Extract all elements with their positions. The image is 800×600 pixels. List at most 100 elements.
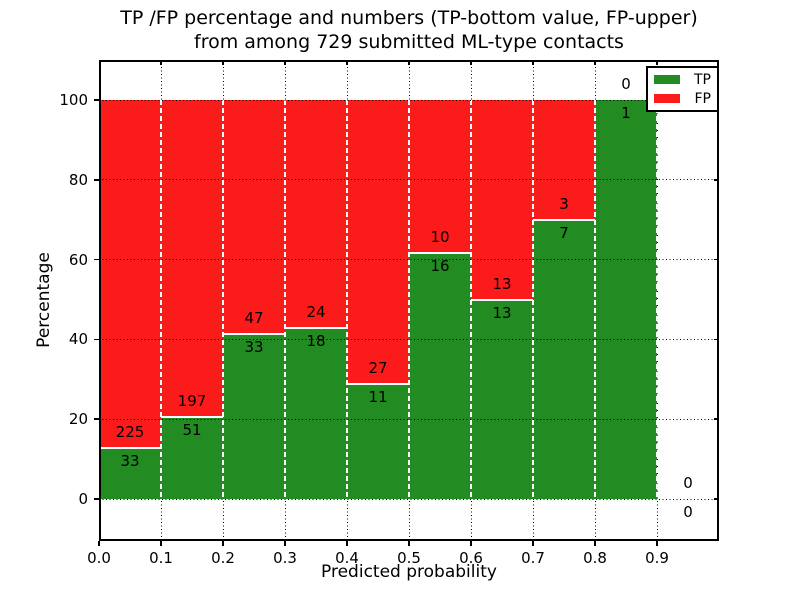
y-tick-mark	[94, 338, 99, 341]
x-tick-mark	[656, 541, 658, 546]
y-tick-mark	[94, 179, 99, 181]
fp-bar-segment	[223, 100, 285, 335]
tp-count-label: 18	[306, 332, 326, 350]
fp-count-label: 0	[683, 474, 693, 492]
tp-bar-segment	[223, 334, 285, 499]
x-axis-label: Predicted probability	[321, 562, 497, 582]
y-tick-mark	[94, 99, 99, 101]
bar-edge-line	[285, 327, 347, 329]
plot-area: 225 33 197 51 47 33 24 18 27 11 10 16 13 13 3 7 0 1 0 0 0.0 0…	[59, 60, 719, 567]
bar-separator	[470, 100, 472, 499]
y-tick-label: 0	[78, 490, 88, 508]
x-tick-label: 0.3	[273, 549, 297, 567]
x-tick-mark-top	[160, 60, 162, 65]
fp-bar-segment	[99, 100, 161, 448]
fp-count-label: 197	[177, 391, 207, 410]
fp-bar-segment	[347, 100, 409, 384]
bar-separator	[594, 100, 596, 499]
y-tick-label: 80	[68, 170, 88, 189]
bar-separator	[160, 100, 162, 499]
bar-separator	[222, 100, 224, 499]
horizontal-gridline	[99, 338, 719, 340]
legend-label-fp: FP	[694, 90, 712, 107]
x-tick-mark	[532, 541, 534, 546]
tp-bar-segment	[533, 219, 595, 499]
tp-bar-segment	[471, 299, 533, 499]
x-tick-label: 0.9	[645, 549, 669, 567]
bar-edge-line	[161, 415, 223, 418]
x-tick-label: 0.6	[459, 549, 483, 567]
y-tick-mark	[94, 498, 99, 500]
x-tick-mark	[408, 541, 410, 546]
tp-count-label: 13	[492, 303, 512, 322]
bar-edge-line	[533, 218, 595, 221]
tp-bar-segment	[595, 100, 657, 499]
x-tick-mark	[222, 541, 224, 546]
y-tick-label: 100	[59, 91, 88, 109]
x-tick-mark	[160, 541, 162, 546]
fp-bar-segment	[161, 100, 223, 417]
y-tick-mark-right	[714, 338, 719, 341]
horizontal-gridline	[99, 179, 719, 181]
x-tick-label: 0.1	[149, 549, 173, 567]
tp-count-label: 11	[368, 387, 388, 406]
bar-edge-line	[347, 382, 409, 385]
y-tick-mark-right	[714, 498, 719, 500]
x-tick-mark-top	[222, 60, 224, 65]
x-tick-mark-top	[284, 60, 286, 65]
horizontal-gridline	[99, 99, 719, 101]
fp-count-label: 24	[306, 303, 326, 321]
x-tick-mark	[284, 541, 286, 546]
tp-bar-segment	[347, 383, 409, 499]
tp-count-label: 1	[621, 104, 631, 122]
horizontal-gridline	[99, 498, 719, 500]
x-tick-label: 0.0	[87, 549, 111, 567]
bar-edge-line	[471, 298, 533, 301]
tp-bar-segment	[285, 328, 347, 499]
legend-item-tp: TP	[654, 73, 711, 87]
x-tick-label: 0.5	[397, 549, 421, 567]
y-tick-label: 60	[68, 250, 88, 269]
y-tick-label: 20	[68, 410, 88, 429]
horizontal-gridline	[99, 418, 719, 420]
y-tick-mark-right	[714, 418, 719, 420]
tp-count-label: 7	[559, 223, 569, 242]
fp-count-label: 3	[559, 194, 569, 213]
fp-bar-segment	[285, 100, 347, 328]
bar-separator	[346, 100, 348, 499]
y-tick-mark	[94, 418, 99, 420]
tp-bar-segment	[99, 447, 161, 499]
tp-count-label: 16	[430, 257, 450, 276]
bar-separator	[284, 100, 286, 499]
fp-bar-segment	[471, 100, 533, 300]
fp-color-swatch	[654, 94, 680, 103]
bar-separator	[532, 100, 534, 499]
fp-count-label: 13	[492, 274, 512, 293]
fp-bar-segment	[409, 100, 471, 254]
fp-bar-segment	[533, 100, 595, 220]
fp-count-label: 47	[244, 309, 264, 328]
y-tick-mark-right	[714, 179, 719, 181]
legend-item-fp: FP	[654, 92, 711, 106]
y-tick-mark	[94, 258, 99, 261]
bar-edge-line	[223, 333, 285, 336]
tp-count-label: 51	[182, 420, 202, 439]
x-tick-label: 0.4	[335, 549, 359, 567]
tp-count-label: 0	[683, 503, 693, 521]
chart-title-line2: from among 729 submitted ML-type contact…	[194, 31, 624, 53]
tp-bar-segment	[409, 253, 471, 499]
tp-count-label: 33	[244, 338, 264, 357]
x-tick-label: 0.2	[211, 549, 235, 567]
x-tick-mark	[594, 541, 596, 546]
y-tick-mark-right	[714, 258, 719, 261]
x-tick-mark	[98, 541, 100, 546]
x-tick-mark-top	[470, 60, 472, 65]
x-tick-mark-top	[346, 60, 348, 65]
fp-count-label: 225	[115, 422, 145, 441]
x-tick-mark-top	[656, 60, 658, 65]
tp-color-swatch	[654, 75, 680, 84]
fp-count-label: 27	[368, 358, 388, 377]
chart-title-line1: TP /FP percentage and numbers (TP-bottom…	[120, 7, 698, 29]
fp-count-label: 10	[430, 228, 450, 247]
